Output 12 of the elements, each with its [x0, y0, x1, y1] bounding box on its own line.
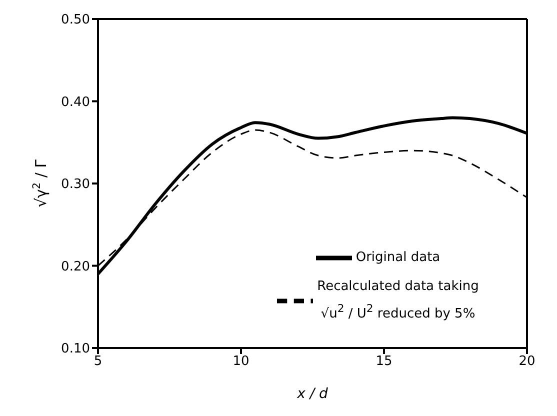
y-tick-label: 0.20 [61, 259, 90, 274]
y-tick-label: 0.30 [61, 177, 90, 192]
x-tick-label: 10 [232, 354, 250, 370]
y-tick-label: 0.10 [61, 342, 90, 357]
legend-label: Recalculated data taking √u$^{2}$ / U$^{2}$ reduced by 5% [317, 278, 479, 324]
x-tick-label: 15 [376, 354, 392, 370]
x-tick-label: 20 [518, 354, 536, 370]
y-tick-label: 0.50 [61, 12, 90, 28]
x-axis-title: x / d [296, 386, 328, 402]
y-tick-label: 0.40 [61, 94, 90, 110]
legend-label: Original data [356, 249, 440, 267]
x-tick-label: 5 [94, 354, 102, 370]
